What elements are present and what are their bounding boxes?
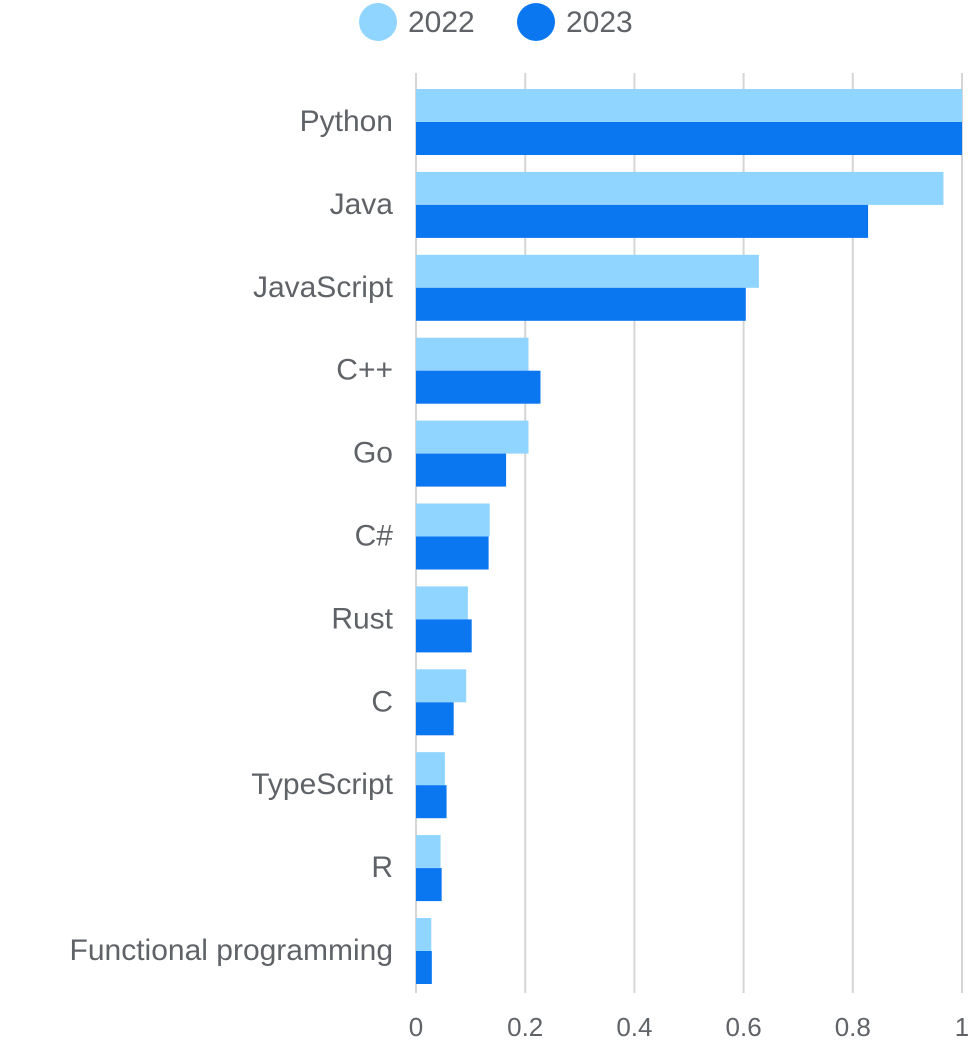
bar-2022-functional-programming[interactable]: [416, 918, 432, 951]
bar-2023-c[interactable]: [416, 702, 454, 736]
category-label: Python: [300, 105, 393, 138]
x-axis-ticks: 0 0.2 0.4 0.6 0.8 1: [409, 1012, 969, 1042]
category-label: Functional programming: [70, 934, 393, 967]
bar-2023-javascript[interactable]: [416, 287, 746, 321]
category-label: C++: [336, 354, 393, 387]
x-tick-label: 0: [409, 1012, 423, 1042]
legend-label[interactable]: 2023: [566, 6, 633, 39]
x-tick-label: 0.4: [616, 1012, 652, 1042]
legend-marker: [359, 3, 397, 41]
bar-2023-go[interactable]: [416, 453, 507, 487]
bar-2023-r[interactable]: [416, 868, 442, 902]
bar-2023-typescript[interactable]: [416, 785, 447, 819]
bar-2023-functional-programming[interactable]: [416, 951, 432, 984]
bar-2023-rust[interactable]: [416, 619, 472, 653]
bar-2022-r[interactable]: [416, 835, 441, 869]
category-label: C#: [355, 520, 394, 553]
bar-2023-python[interactable]: [416, 122, 962, 155]
bar-2022-c[interactable]: [416, 669, 467, 703]
bar-2022-python[interactable]: [416, 89, 962, 122]
category-label: R: [371, 851, 393, 884]
bar-2022-java[interactable]: [416, 171, 944, 205]
bar-2023-c-[interactable]: [416, 370, 541, 404]
bar-2022-rust[interactable]: [416, 586, 468, 620]
category-labels: Python Java JavaScript C++ Go C# Rust C TypeScri…: [70, 105, 394, 967]
bars: [416, 89, 962, 984]
bar-2022-go[interactable]: [416, 420, 529, 454]
x-tick-label: 1: [955, 1012, 969, 1042]
legend[interactable]: 2022 2023: [359, 3, 633, 41]
category-label: Rust: [331, 602, 393, 635]
category-label: Go: [353, 437, 393, 470]
x-tick-label: 0.2: [507, 1012, 543, 1042]
x-tick-label: 0.8: [835, 1012, 871, 1042]
bar-2022-c-[interactable]: [416, 503, 490, 537]
bar-2023-c-[interactable]: [416, 536, 489, 570]
category-label: Java: [330, 188, 394, 221]
category-label: C: [371, 685, 393, 718]
legend-marker: [517, 3, 555, 41]
category-label: TypeScript: [251, 768, 393, 801]
bar-2022-c-[interactable]: [416, 337, 529, 371]
bar-2022-javascript[interactable]: [416, 254, 759, 288]
x-tick-label: 0.6: [726, 1012, 762, 1042]
bar-2023-java[interactable]: [416, 204, 869, 238]
bar-2022-typescript[interactable]: [416, 752, 445, 786]
category-label: JavaScript: [253, 271, 394, 304]
legend-label[interactable]: 2022: [408, 6, 475, 39]
